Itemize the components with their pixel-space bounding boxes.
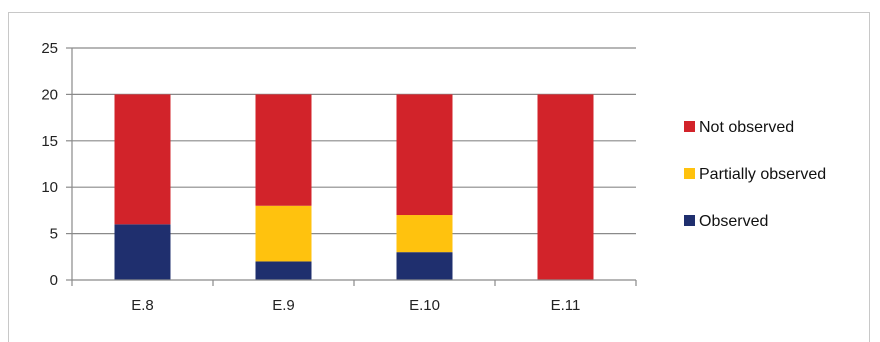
x-axis: E.8 E.9 E.10 E.11 — [71, 279, 637, 314]
stacked-bar-chart: 0 5 10 15 20 25 E.8 E.9 E.10 E.11 Not observed Pa… — [41, 40, 826, 314]
y-tick-label: 20 — [41, 86, 58, 103]
y-axis-ticks: 0 5 10 15 20 25 — [41, 40, 73, 289]
x-tick-label: E.11 — [551, 297, 581, 314]
bar-segment-partially-observed — [255, 205, 312, 262]
bar-segment-not-observed — [396, 94, 453, 216]
bar-segment-not-observed — [537, 94, 594, 281]
bar-segment-observed — [114, 224, 171, 280]
bar-segment-not-observed — [114, 94, 171, 225]
y-tick-label: 0 — [50, 272, 58, 289]
x-tick-label: E.9 — [272, 297, 295, 314]
legend-label: Partially observed — [699, 166, 826, 183]
bars — [114, 94, 594, 281]
bar-segment-partially-observed — [396, 215, 453, 253]
x-tick-label: E.8 — [131, 297, 154, 314]
legend: Not observed Partially observed Observed — [684, 119, 826, 230]
legend-swatch — [684, 215, 695, 226]
y-tick-label: 25 — [41, 40, 58, 57]
y-tick-label: 15 — [41, 133, 58, 150]
y-tick-label: 5 — [50, 226, 58, 243]
legend-swatch — [684, 168, 695, 179]
bar-segment-observed — [396, 252, 453, 280]
y-tick-label: 10 — [41, 179, 58, 196]
bar-segment-not-observed — [255, 94, 312, 206]
legend-label: Observed — [699, 213, 768, 230]
bar-segment-observed — [255, 261, 312, 280]
legend-swatch — [684, 121, 695, 132]
legend-label: Not observed — [699, 119, 794, 136]
x-tick-label: E.10 — [409, 297, 440, 314]
